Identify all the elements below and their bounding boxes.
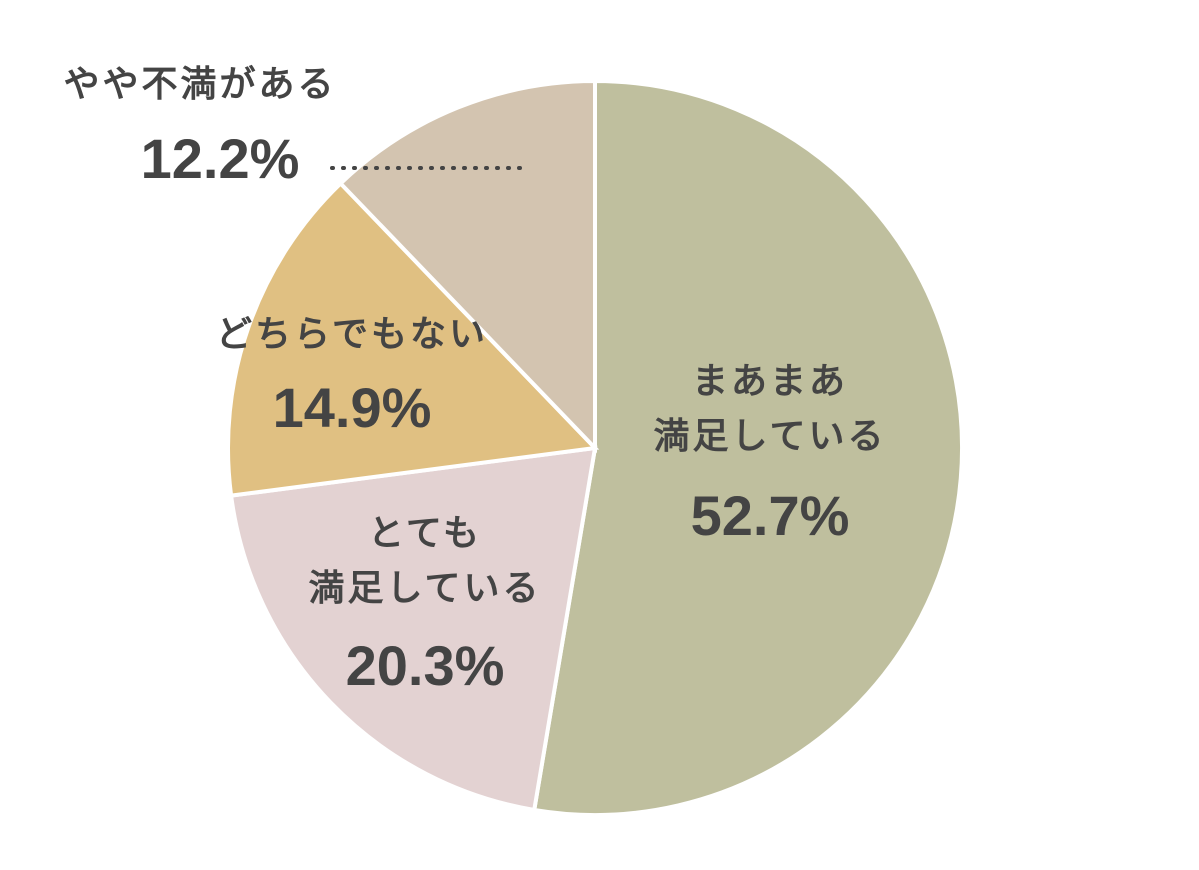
slice-value-label-1: 52.7% — [691, 484, 850, 547]
slice-value-label-3: 14.9% — [273, 376, 432, 439]
slices-layer — [226, 78, 964, 817]
pie-slice-3 — [226, 180, 600, 498]
slice-value-label-2: 20.3% — [346, 634, 505, 697]
pie-slice-1 — [531, 78, 964, 817]
slice-label-2-line-2: 満足している — [309, 568, 542, 609]
pie-slice-2 — [228, 445, 598, 813]
pie-slice-4 — [337, 78, 597, 453]
slice-label-1-line-2: 満足している — [654, 416, 887, 457]
labels-layer: まあまあ満足している52.7%とても満足している20.3%どちらでもない14.9… — [63, 64, 887, 697]
slice-label-4-line-1: やや不満がある — [63, 64, 336, 105]
slice-label-1-line-1: まあまあ — [692, 361, 848, 402]
slice-label-3-line-1: どちらでもない — [216, 314, 488, 355]
slice-value-label-4: 12.2% — [141, 127, 300, 190]
slice-label-2-line-1: とても — [368, 513, 482, 554]
